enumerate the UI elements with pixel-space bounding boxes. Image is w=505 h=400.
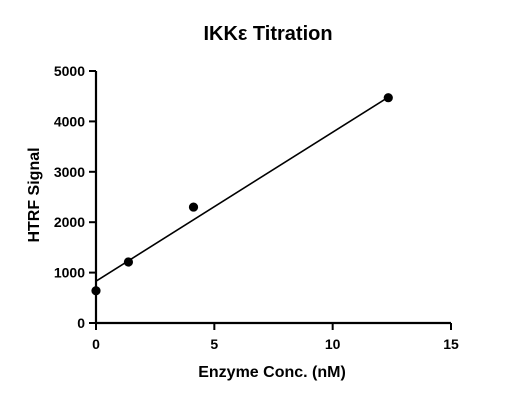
fit-line <box>95 96 389 282</box>
x-tick-label: 15 <box>443 336 459 352</box>
y-tick-label: 4000 <box>54 113 85 129</box>
data-point <box>383 93 393 103</box>
x-tick-label: 0 <box>92 336 100 352</box>
x-axis-label: Enzyme Conc. (nM) <box>198 364 346 381</box>
data-point <box>188 202 199 212</box>
data-points <box>91 93 393 296</box>
y-axis-label: HTRF Signal <box>26 147 43 242</box>
chart-title: IKKε Titration <box>203 23 332 45</box>
x-tick-label: 10 <box>325 336 341 352</box>
y-tick-label: 2000 <box>54 214 85 230</box>
data-point <box>91 286 101 296</box>
y-tick-label: 5000 <box>54 63 85 79</box>
x-tick-label: 5 <box>210 336 218 352</box>
data-point <box>123 257 134 267</box>
y-ticks: 0 1000 2000 3000 4000 5000 <box>54 63 96 331</box>
y-tick-label: 1000 <box>54 265 85 281</box>
x-ticks: 0 5 10 15 <box>92 323 459 352</box>
axes <box>94 71 451 325</box>
y-tick-label: 3000 <box>54 164 85 180</box>
y-tick-label: 0 <box>77 315 85 331</box>
